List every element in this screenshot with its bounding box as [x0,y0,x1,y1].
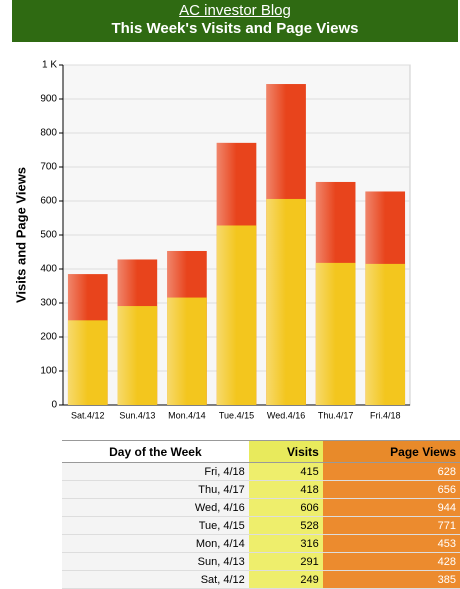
table-row: Fri, 4/18 415 628 [62,462,460,481]
bar-shine [266,198,287,405]
table-cell: 385 [322,570,460,589]
x-tick-label: Sat.4/12 [71,410,105,420]
y-tick-label: 0 [51,400,57,411]
table-cell: 316 [248,534,323,553]
table-cell: 291 [248,552,323,571]
bar-shine [117,306,138,405]
table-cell: 628 [322,462,460,481]
table-cell: 418 [248,480,323,499]
bar-shine [216,225,237,405]
bar-shine [365,263,386,405]
x-tick-label: Mon.4/14 [168,410,206,420]
table-row: Mon, 4/14 316 453 [62,534,460,553]
y-tick-label: 800 [40,128,57,139]
y-tick-label: 300 [40,298,57,309]
y-tick-label: 700 [40,162,57,173]
table-cell: Sat, 4/12 [62,570,249,589]
table-cell: 771 [322,516,460,535]
table-row: Wed, 4/16 606 944 [62,498,460,517]
x-tick-label: Thu.4/17 [318,410,354,420]
table-cell: 944 [322,498,460,517]
y-tick-label: 600 [40,196,57,207]
y-tick-label: 400 [40,264,57,275]
table: Day of the Week Visits Page Views Fri, 4/18… [62,440,460,589]
y-axis-label: Visits and Page Views [13,167,28,303]
table-cell: Wed, 4/16 [62,498,249,517]
blog-link[interactable]: AC investor Blog [179,2,291,19]
table-row: Thu, 4/17 418 656 [62,480,460,499]
bar-shine [315,262,336,405]
y-tick-label: 100 [40,366,57,377]
table-cell: Fri, 4/18 [62,462,249,481]
bar-shine [167,297,187,405]
table-cell: Sun, 4/13 [62,552,249,571]
column-header: Visits [248,440,323,463]
header: AC investor Blog This Week's Visits and … [12,0,458,42]
table-cell: 415 [248,462,323,481]
bar-shine [67,320,88,405]
column-header: Page Views [322,440,460,463]
table-cell: 428 [322,552,460,571]
table-cell: Thu, 4/17 [62,480,249,499]
y-tick-label: 1 K [42,60,57,71]
table-row: Tue, 4/15 528 771 [62,516,460,535]
table-cell: 606 [248,498,323,517]
table-row: Sat, 4/12 249 385 [62,570,460,589]
x-tick-label: Wed.4/16 [267,410,305,420]
table-cell: Mon, 4/14 [62,534,249,553]
table-row: Sun, 4/13 291 428 [62,552,460,571]
table-cell: 656 [322,480,460,499]
table-cell: 453 [322,534,460,553]
table-cell: 249 [248,570,323,589]
column-header: Day of the Week [62,440,249,463]
y-tick-label: 500 [40,230,57,241]
chart: Visits and Page Views 0 100 200 300 400 500 60… [13,60,411,420]
x-tick-label: Sun.4/13 [119,410,155,420]
x-tick-label: Fri.4/18 [370,410,401,420]
title: This Week's Visits and Page Views [111,20,359,37]
x-tick-label: Tue.4/15 [219,410,254,420]
table-cell: 528 [248,516,323,535]
table-cell: Tue, 4/15 [62,516,249,535]
y-tick-label: 900 [40,94,57,105]
y-tick-label: 200 [40,332,57,343]
